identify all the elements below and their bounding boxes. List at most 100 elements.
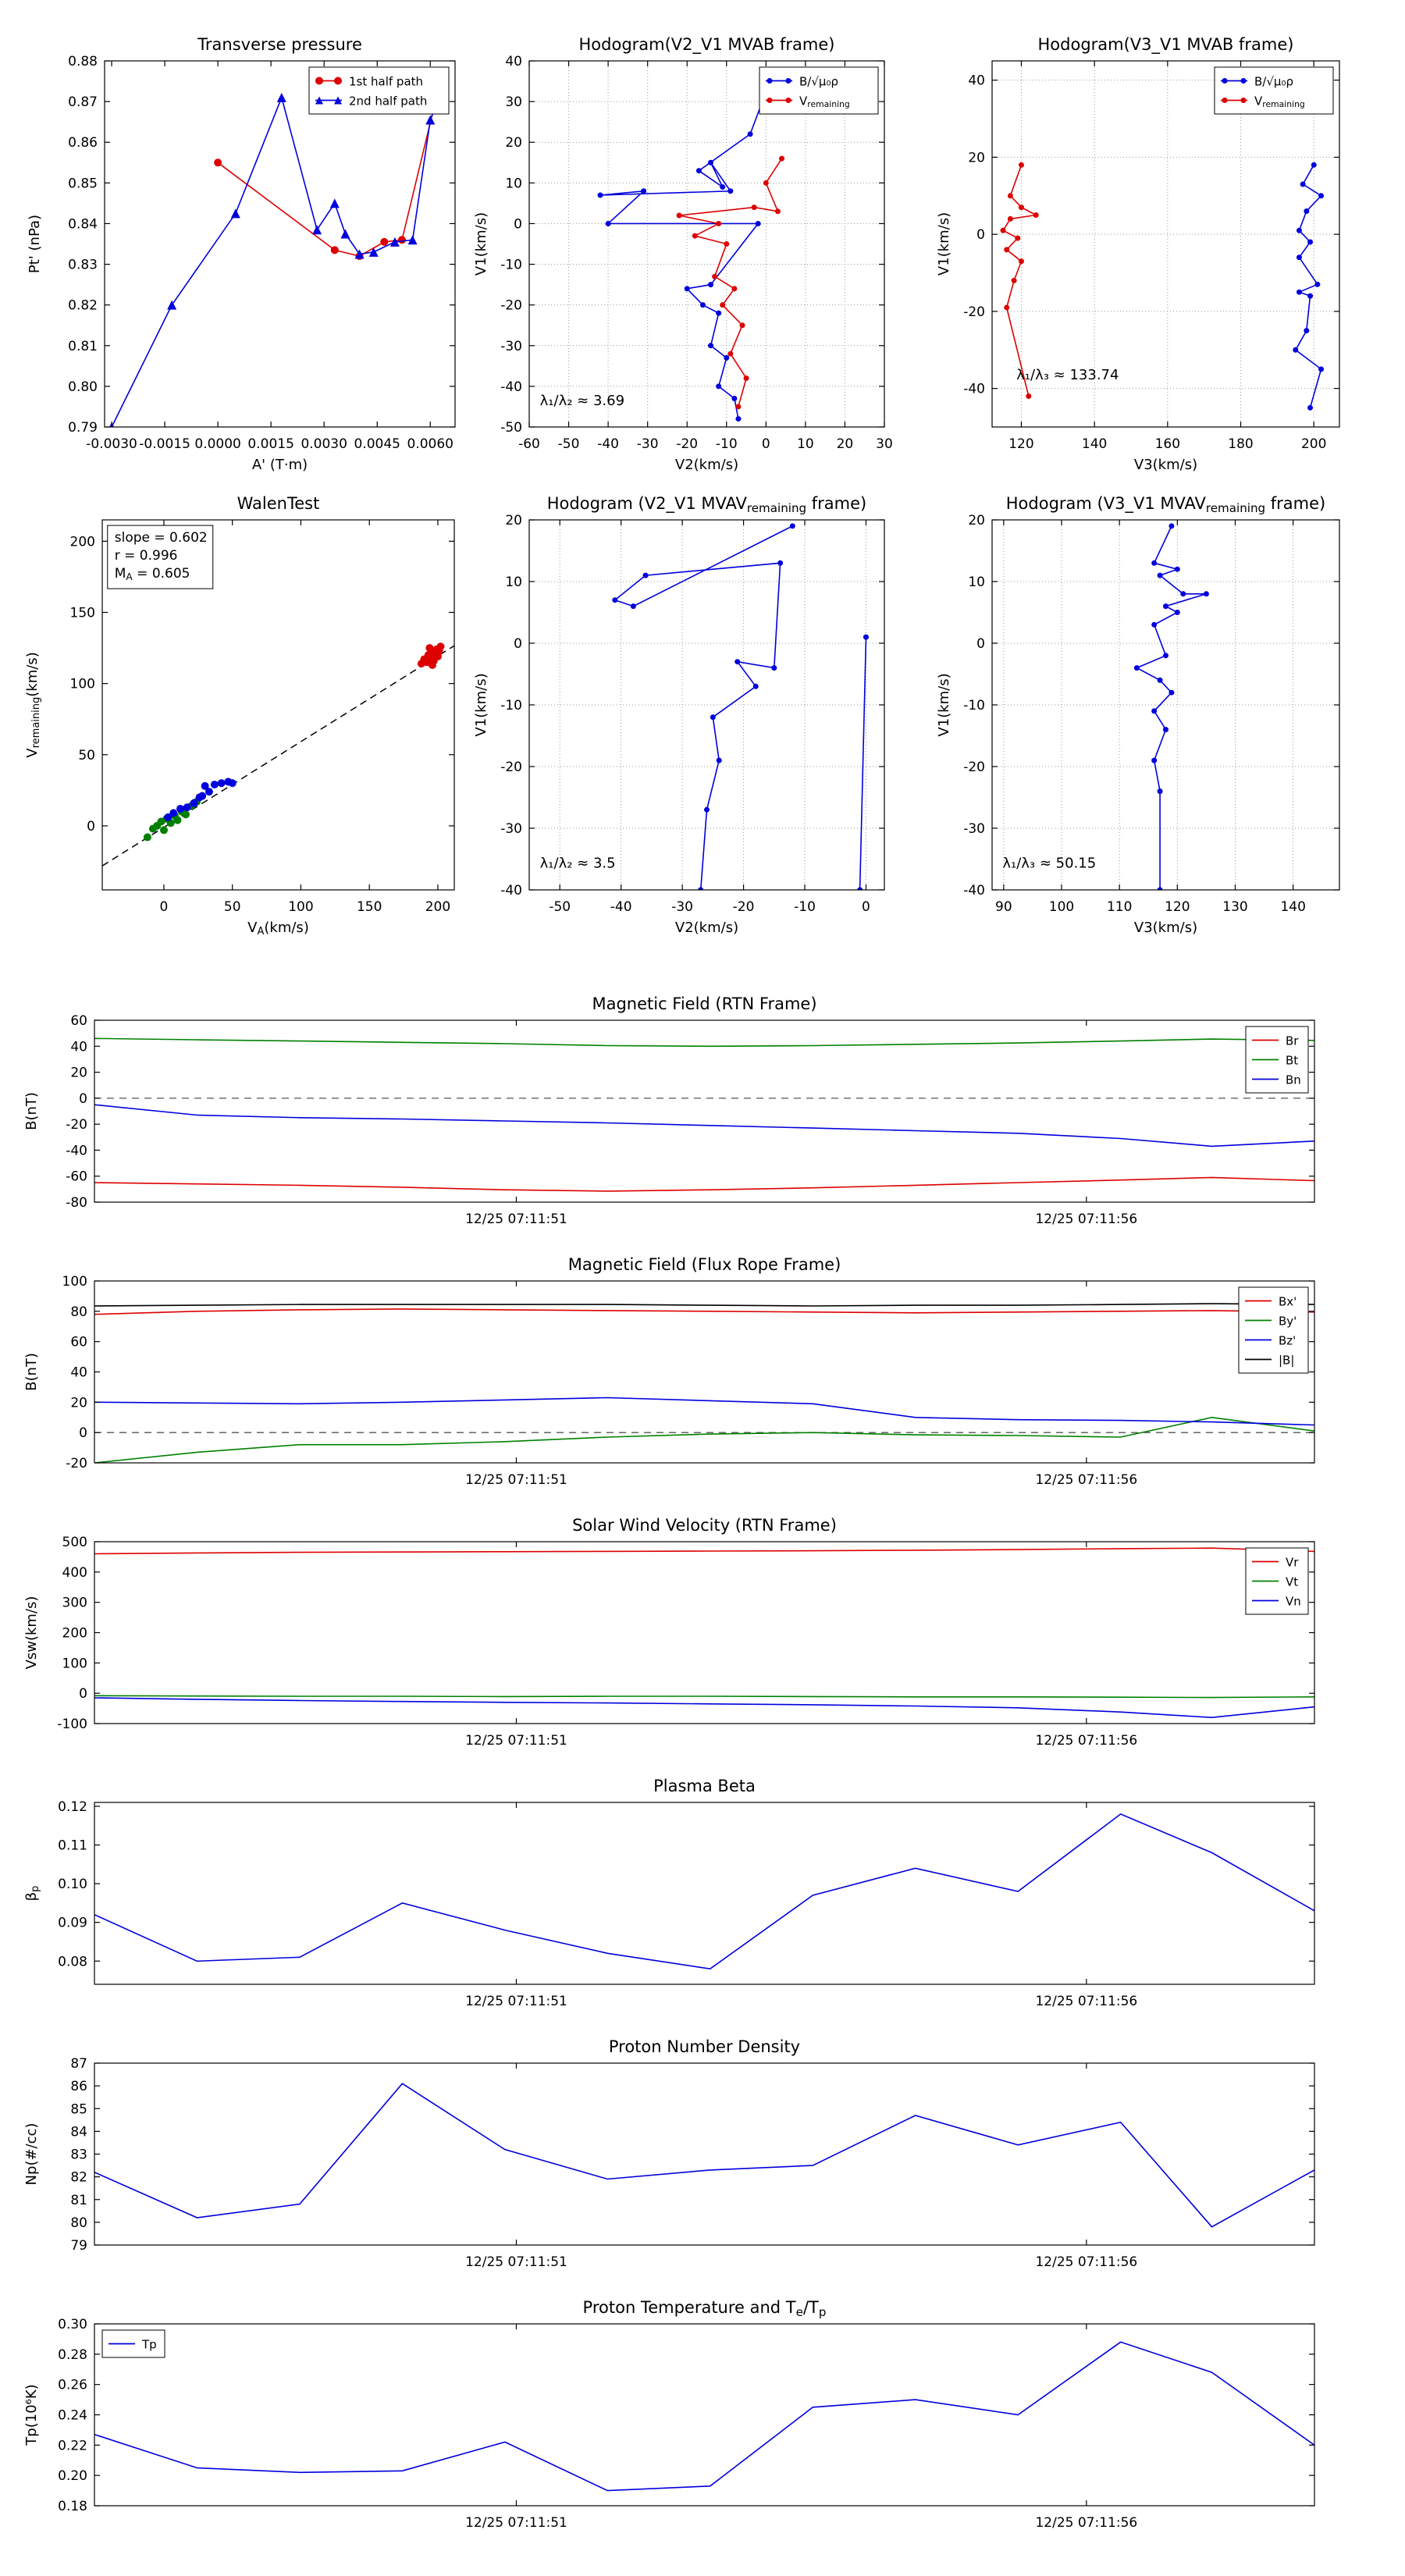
chart-title: Proton Number Density (609, 2037, 800, 2056)
series-group (612, 523, 869, 890)
series-line (859, 637, 867, 890)
chart-title: Magnetic Field (RTN Frame) (592, 994, 816, 1013)
series-line (94, 1813, 1314, 1970)
svg-text:Vremaining: Vremaining (799, 94, 850, 110)
y-tick-label: 30 (505, 94, 522, 110)
svg-text:Bx': Bx' (1279, 1295, 1297, 1309)
series-B/√μ₀ρ (599, 80, 771, 419)
y-tick-label: 0.26 (58, 2378, 87, 2393)
y-tick-label: 0.80 (68, 379, 98, 395)
x-tick-label: 12/25 07:11:51 (465, 2515, 567, 2531)
svg-text:By': By' (1279, 1315, 1297, 1329)
y-tick-label: 0.09 (58, 1916, 87, 1931)
x-tick-label: -10 (794, 899, 816, 915)
x-tick-label: 0 (862, 899, 870, 915)
y-axis-label: Tp(10⁶K) (23, 2384, 40, 2446)
axes-frame (94, 2323, 1315, 2507)
x-tick-label: 0.0015 (247, 436, 293, 452)
y-tick-label: 0.85 (68, 176, 98, 191)
y-tick-label: -60 (66, 1169, 87, 1185)
legend: 1st half path 2nd half path (308, 66, 450, 115)
panel-hodogram-v3v1-mvav: 90 100 110 120 130 140 -40 -30 -20 -10 0 10 20 Hodogr… (936, 494, 1340, 936)
series-1st half path (217, 93, 439, 257)
y-tick-label: 0 (976, 227, 985, 243)
svg-text:Bn: Bn (1286, 1073, 1301, 1087)
panel-transverse-pressure: -0.0030 -0.0015 0.0000 0.0015 0.0030 0.0045 0.… (27, 35, 456, 473)
y-tick-label: 0 (976, 636, 985, 652)
chart-title: Plasma Beta (653, 1777, 756, 1795)
y-axis-label: V1(km/s) (473, 673, 489, 736)
y-tick-label: 10 (505, 176, 522, 191)
y-tick-label: 0.10 (58, 1877, 87, 1892)
y-tick-label: 81 (70, 2193, 87, 2208)
x-tick-label: 50 (224, 899, 241, 915)
y-tick-label: 86 (70, 2079, 87, 2094)
y-tick-label: 20 (70, 1066, 87, 1081)
y-tick-label: 0.79 (68, 420, 98, 436)
svg-text:1st half path: 1st half path (349, 75, 423, 89)
series-line (94, 2083, 1314, 2228)
series-group (597, 78, 785, 422)
series-2nd half path (111, 93, 442, 427)
x-tick-label: 12/25 07:11:56 (1035, 2515, 1137, 2531)
svg-text:Bz': Bz' (1279, 1334, 1296, 1348)
y-tick-label: 20 (968, 150, 985, 165)
x-axis-label: V3(km/s) (1134, 920, 1197, 936)
annotation: λ₁/λ₃ ≈ 133.74 (1016, 367, 1119, 383)
chart-title: Hodogram (V3_V1 MVAVremaining frame) (1006, 494, 1326, 515)
chart-title: Magnetic Field (Flux Rope Frame) (568, 1255, 841, 1274)
svg-text:|B|: |B| (1279, 1354, 1294, 1368)
panel-proton-temperature: 12/25 07:11:51 12/25 07:11:56 0.18 0.20 0.22… (23, 2298, 1315, 2531)
panel-hodogram-v2v1-mvab: -60 -50 -40 -30 -20 -10 0 10 20 30-50-40-30-20-10… (473, 35, 893, 473)
y-tick-label: 0.18 (58, 2499, 87, 2514)
series-line (1135, 525, 1207, 890)
series-Bn (94, 1104, 1314, 1147)
series-By' (94, 1416, 1314, 1463)
y-tick-label: -50 (500, 420, 522, 436)
y-tick-label: 10 (968, 575, 985, 590)
y-tick-label: 80 (70, 1304, 87, 1320)
y-tick-label: 40 (70, 1365, 87, 1381)
series-group (1133, 523, 1209, 890)
y-tick-label: 80 (70, 2215, 87, 2231)
y-tick-label: -20 (500, 298, 522, 314)
y-tick-label: 40 (505, 54, 522, 69)
x-tick-label: 90 (995, 899, 1012, 915)
y-tick-label: 84 (70, 2124, 87, 2140)
x-tick-label: -0.0015 (139, 436, 190, 452)
x-tick-label: 30 (876, 436, 893, 452)
y-tick-label: -20 (963, 760, 985, 775)
y-axis-label: V1(km/s) (936, 212, 952, 276)
panel-proton-number-density: 12/25 07:11:51 12/25 07:11:56 79 80 81 82 83 84… (23, 2037, 1315, 2270)
y-tick-label: -40 (66, 1143, 87, 1158)
series-|B| (94, 1303, 1314, 1307)
y-tick-label: -20 (963, 304, 985, 320)
x-tick-label: 110 (1107, 899, 1132, 915)
panel-walen-test: 0 50 100 150 200 0 50 100 150 200 WalenTest VA(km/s… (24, 494, 455, 938)
series-group (109, 88, 446, 427)
axes-frame (94, 1019, 1315, 1203)
y-tick-label: 200 (70, 534, 95, 550)
y-tick-label: 40 (968, 73, 985, 89)
x-tick-label: 0.0060 (407, 436, 454, 452)
chart-title: Hodogram(V3_V1 MVAB frame) (1038, 35, 1294, 55)
annotation: λ₁/λ₃ ≈ 50.15 (1002, 856, 1096, 872)
y-tick-label: 0.87 (68, 94, 98, 110)
y-tick-label: 100 (70, 677, 95, 692)
y-tick-label: 0.86 (68, 135, 98, 151)
series-group (94, 1813, 1314, 1970)
y-tick-label: 0.82 (68, 298, 98, 314)
series-group (1000, 162, 1325, 411)
x-tick-label: 12/25 07:11:56 (1035, 1733, 1137, 1749)
x-tick-label: 12/25 07:11:51 (465, 1212, 567, 1227)
legend: Bx' By' Bz' |B| (1238, 1286, 1309, 1374)
chart-title: Hodogram (V2_V1 MVAVremaining frame) (547, 494, 867, 515)
series-group (94, 1037, 1314, 1192)
legend: Br Bt Bn (1245, 1026, 1309, 1094)
x-tick-label: 12/25 07:11:51 (465, 1994, 567, 2009)
y-tick-label: -10 (963, 698, 985, 713)
x-tick-label: 12/25 07:11:56 (1035, 2254, 1137, 2270)
svg-text:Bt: Bt (1286, 1054, 1298, 1068)
series-line (614, 525, 793, 890)
y-tick-label: 82 (70, 2170, 87, 2186)
